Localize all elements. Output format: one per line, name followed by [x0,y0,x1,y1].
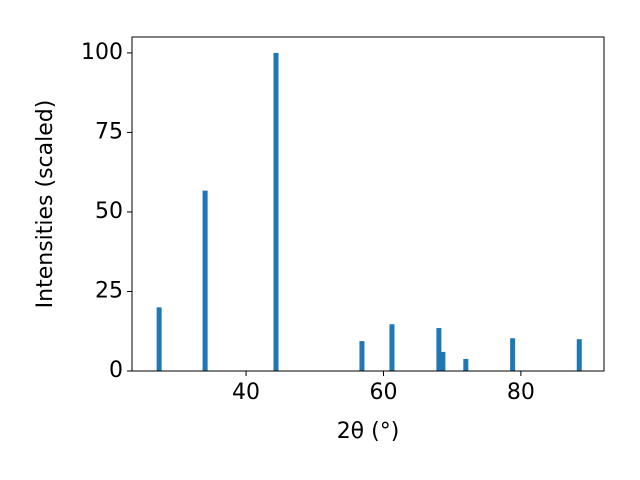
x-tick-label: 60 [369,380,397,405]
x-axis-label: 2θ (°) [337,419,400,444]
bar [436,328,442,371]
bar [359,341,365,371]
bar [576,339,582,371]
bar [273,52,279,372]
y-tick-label: 75 [95,119,123,144]
bar [156,307,162,371]
bar [463,358,469,371]
y-tick-label: 100 [81,40,123,65]
y-axis-label: Intensities (scaled) [33,100,58,309]
bar [440,351,446,371]
x-tick-label: 40 [232,380,260,405]
y-tick-label: 0 [109,358,123,383]
bar [389,324,395,371]
x-tick-label: 80 [507,380,535,405]
y-tick-label: 25 [95,278,123,303]
y-tick-label: 50 [95,199,123,224]
bar [510,338,516,371]
plot-frame [131,36,605,372]
bar [202,190,208,371]
